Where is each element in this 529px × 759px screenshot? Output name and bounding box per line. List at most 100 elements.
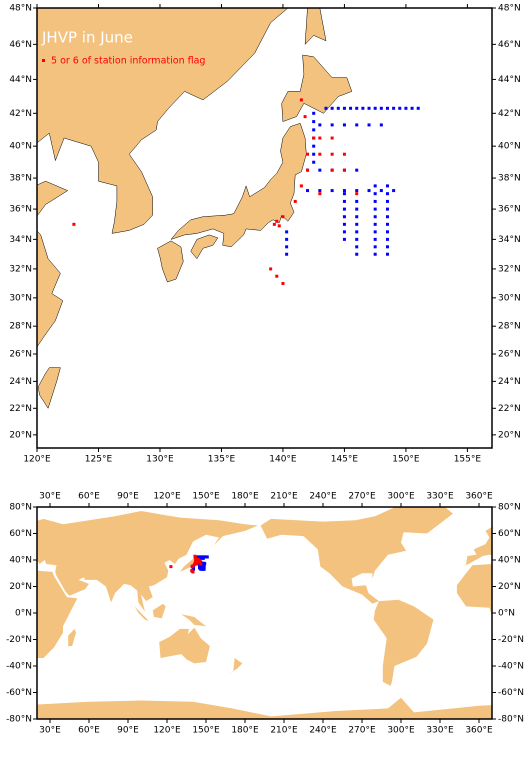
y-tick-label: -40°N [498,662,524,672]
x-tick-label: 210°E [270,492,298,502]
station [355,237,359,241]
station [373,192,377,196]
y-tick-label: 42°N [9,109,32,119]
station [385,222,389,226]
regional-land [37,8,353,409]
station [191,570,195,574]
station [342,189,346,193]
x-tick-label: 330°E [426,492,454,502]
land [228,658,243,674]
y-tick-label: 34°N [9,235,32,245]
station [285,237,289,241]
x-tick-label: 210°E [270,726,298,736]
land [170,122,307,248]
y-tick-label: 40°N [9,556,32,566]
y-tick-label: 48°N [498,4,521,14]
x-tick-label: 30°E [39,726,61,736]
station [306,168,310,172]
y-tick-label: 0°N [498,609,515,619]
x-tick-label: 120°E [23,0,51,3]
station [312,136,316,140]
station [342,192,346,196]
land [180,553,196,572]
x-tick-label: 135°E [208,0,236,3]
x-tick-label: 155°E [454,0,482,3]
station [355,245,359,249]
legend-marker [42,59,45,62]
x-tick-label: 150°E [192,726,220,736]
station [404,106,408,110]
x-tick-label: 30°E [39,492,61,502]
land [479,705,492,719]
y-tick-label: 48°N [9,4,32,14]
land [37,8,296,348]
x-tick-label: 360°E [465,726,493,736]
station [349,106,353,110]
station [355,168,359,172]
station [367,123,371,127]
y-tick-label: 20°N [498,430,521,440]
x-tick-label: 60°E [78,726,100,736]
station [312,152,316,156]
station [312,160,316,164]
station [385,199,389,203]
station [330,123,334,127]
station [199,562,203,566]
y-tick-label: 28°N [9,322,32,332]
x-tick-label: 140°E [269,455,297,465]
station [299,184,303,188]
y-tick-label: 22°N [498,404,521,414]
station [367,106,371,110]
station [299,98,303,102]
station [410,106,414,110]
station [342,123,346,127]
station [281,281,285,285]
x-tick-label: 300°E [387,492,415,502]
x-tick-label: 125°E [85,0,113,3]
station [355,106,359,110]
station [373,207,377,211]
x-tick-label: 360°E [465,492,493,502]
station [385,237,389,241]
station [355,215,359,219]
y-tick-label: 44°N [498,75,521,85]
station [385,192,389,196]
y-tick-label: -80°N [6,715,32,725]
land [157,240,184,283]
land [68,628,76,647]
x-tick-label: 140°E [269,0,297,3]
x-tick-label: 330°E [426,726,454,736]
station [285,245,289,249]
station [330,106,334,110]
station [269,267,273,271]
station [373,252,377,256]
y-tick-label: 28°N [498,322,521,332]
station [379,189,383,193]
station [379,106,383,110]
station [312,111,316,115]
station [373,230,377,234]
station [203,562,207,566]
station [330,189,334,193]
y-tick-label: 40°N [498,556,521,566]
station [355,252,359,256]
station [312,120,316,124]
station [385,106,389,110]
y-tick-label: 42°N [498,109,521,119]
land [190,234,219,260]
y-tick-label: 36°N [9,205,32,215]
regional-stations [72,98,420,285]
x-tick-label: 135°E [208,455,236,465]
y-tick-label: -80°N [498,715,524,725]
land [159,627,210,664]
x-tick-label: 155°E [454,455,482,465]
land [37,570,78,658]
land [181,614,206,627]
station [318,123,322,127]
land [37,697,479,719]
station [285,252,289,256]
station [373,215,377,219]
station [318,192,322,196]
y-tick-label: 38°N [9,174,32,184]
station [342,230,346,234]
